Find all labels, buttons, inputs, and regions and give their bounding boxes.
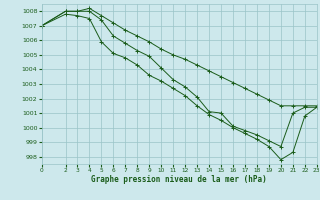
X-axis label: Graphe pression niveau de la mer (hPa): Graphe pression niveau de la mer (hPa) (91, 175, 267, 184)
